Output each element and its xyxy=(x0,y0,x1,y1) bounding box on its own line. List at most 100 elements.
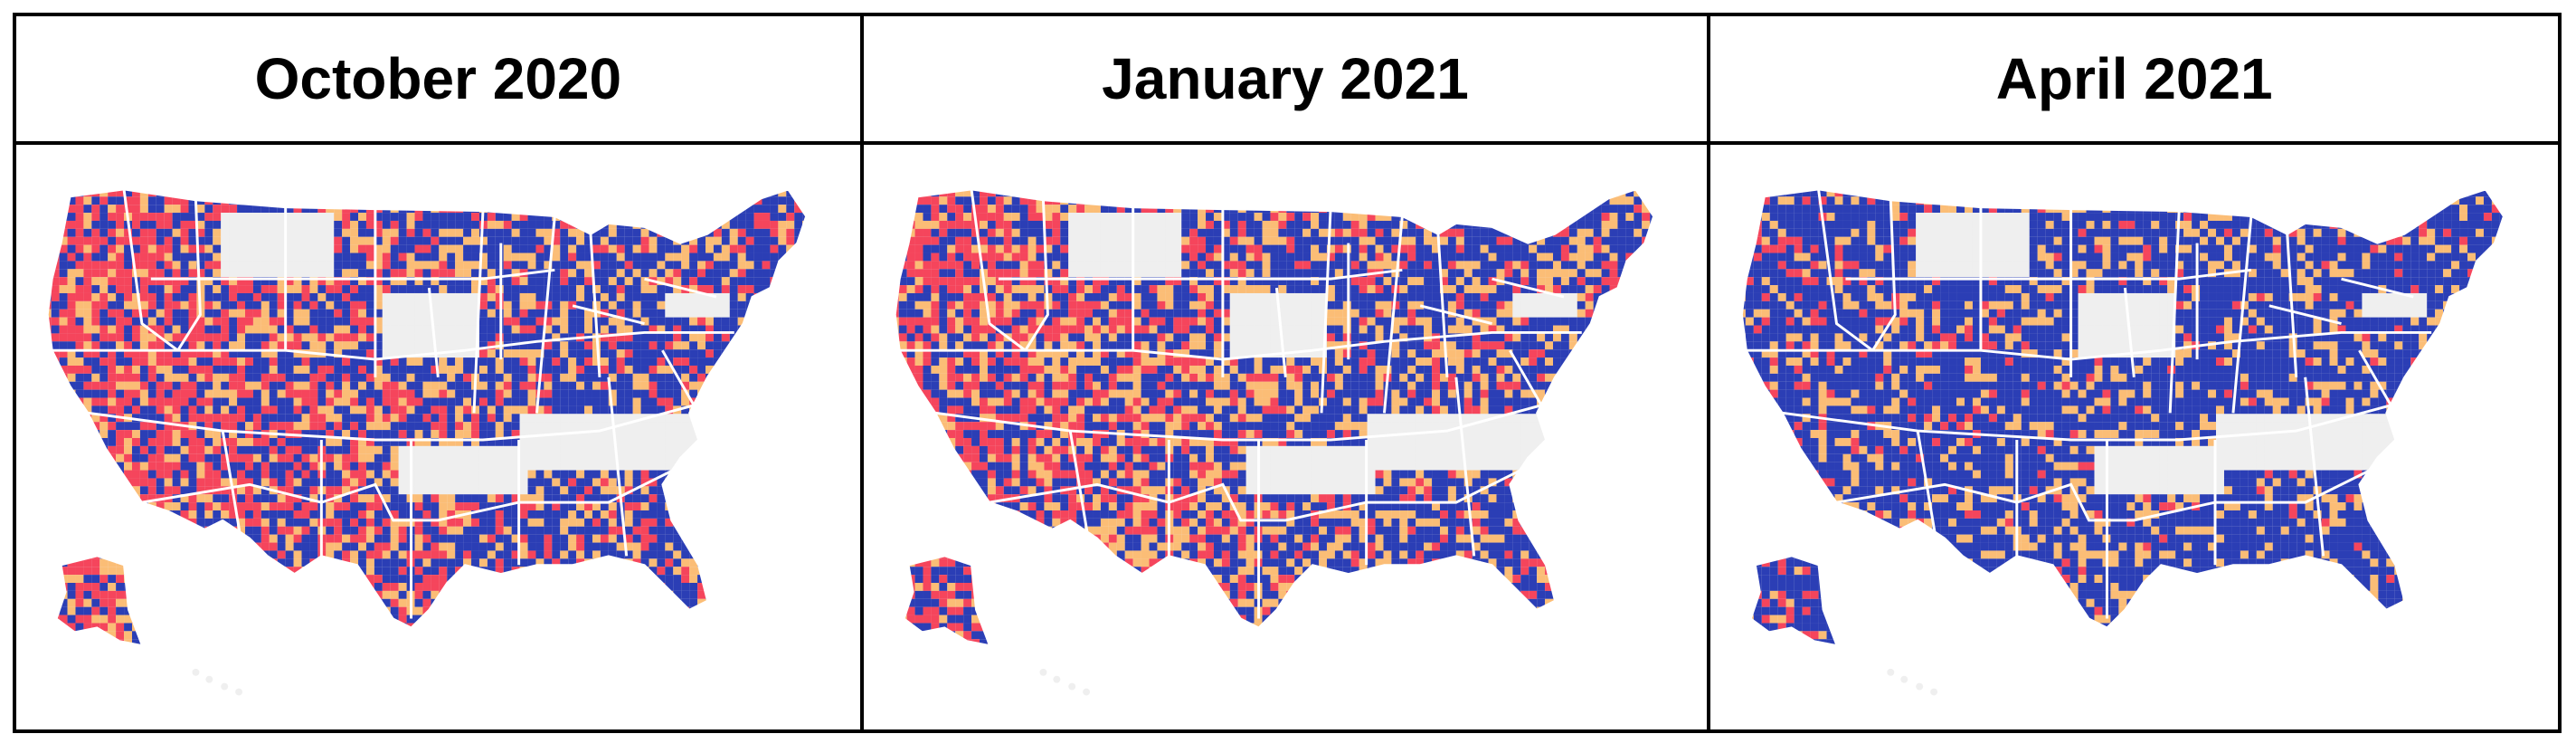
county-cell xyxy=(213,300,222,310)
county-cell xyxy=(713,373,722,382)
county-cell xyxy=(681,317,690,326)
county-cell xyxy=(172,453,181,462)
county-cell xyxy=(568,244,577,253)
county-cell xyxy=(560,261,569,270)
county-cell xyxy=(721,422,730,431)
county-cell xyxy=(552,253,561,262)
county-cell xyxy=(213,405,222,415)
county-cell xyxy=(269,228,278,237)
county-cell xyxy=(730,181,738,189)
county-cell xyxy=(204,189,213,197)
county-cell xyxy=(632,526,641,535)
county-cell xyxy=(673,414,682,423)
county-cell xyxy=(342,486,351,495)
county-cell xyxy=(439,510,448,519)
county-cell xyxy=(164,381,173,390)
county-cell xyxy=(124,494,132,503)
county-cell xyxy=(398,213,407,221)
county-cell xyxy=(447,349,456,358)
county-cell xyxy=(326,269,335,278)
county-cell xyxy=(422,357,431,366)
county-cell xyxy=(657,502,666,510)
county-cell xyxy=(124,422,132,431)
county-cell xyxy=(778,181,786,189)
county-cell xyxy=(463,181,471,189)
county-cell xyxy=(124,253,132,262)
county-cell xyxy=(342,430,351,438)
county-cell xyxy=(544,583,553,591)
county-cell xyxy=(91,269,100,278)
county-cell xyxy=(576,462,585,471)
county-cell xyxy=(802,244,807,253)
county-cell xyxy=(382,325,391,334)
county-cell xyxy=(689,205,698,214)
county-cell xyxy=(108,333,117,342)
county-cell xyxy=(47,213,52,221)
county-cell xyxy=(649,567,658,576)
county-cell xyxy=(196,397,205,406)
county-cell xyxy=(673,365,682,374)
county-cell xyxy=(172,349,181,358)
county-cell xyxy=(471,189,479,197)
county-cell xyxy=(729,357,738,366)
county-cell xyxy=(535,228,545,237)
county-cell xyxy=(342,244,351,253)
county-cell xyxy=(406,277,415,286)
county-cell xyxy=(640,462,649,471)
county-cell xyxy=(260,453,270,462)
county-cell xyxy=(794,300,803,310)
county-cell xyxy=(309,397,318,406)
county-cell xyxy=(592,365,601,374)
county-cell xyxy=(293,236,302,245)
county-cell xyxy=(576,196,585,205)
county-cell xyxy=(447,470,456,479)
county-cell xyxy=(164,292,173,301)
county-cell xyxy=(511,470,520,479)
county-cell xyxy=(108,205,117,214)
county-cell xyxy=(213,213,222,221)
county-cell xyxy=(139,269,148,278)
county-cell xyxy=(503,494,512,503)
county-cell xyxy=(237,445,246,454)
county-cell xyxy=(608,309,617,318)
county-cell xyxy=(721,453,730,462)
county-cell xyxy=(786,269,795,278)
county-cell xyxy=(584,277,592,286)
county-cell xyxy=(560,373,569,382)
county-cell xyxy=(414,325,423,334)
county-cell xyxy=(681,269,690,278)
county-cell xyxy=(390,333,399,342)
county-cell xyxy=(753,486,762,495)
county-cell xyxy=(229,325,238,334)
county-cell xyxy=(68,181,76,189)
county-cell xyxy=(495,220,504,229)
county-cell xyxy=(334,181,342,189)
county-cell xyxy=(139,397,148,406)
county-cell xyxy=(277,213,286,221)
county-cell xyxy=(285,349,294,358)
county-cell xyxy=(487,341,496,350)
county-cell xyxy=(681,422,690,431)
county-cell xyxy=(753,550,762,559)
county-cell xyxy=(398,269,407,278)
county-cell xyxy=(221,381,230,390)
county-cell xyxy=(600,365,609,374)
county-cell xyxy=(552,397,561,406)
county-cell xyxy=(99,261,109,270)
county-cell xyxy=(390,558,399,567)
county-cell xyxy=(778,470,787,479)
county-cell xyxy=(706,220,714,229)
county-cell xyxy=(350,261,359,270)
county-cell xyxy=(576,389,585,398)
county-cell xyxy=(83,542,92,551)
county-cell xyxy=(172,236,181,245)
county-cell xyxy=(342,196,351,205)
county-cell xyxy=(317,422,327,431)
county-cell xyxy=(260,253,270,262)
county-cell xyxy=(576,405,585,415)
county-cell xyxy=(213,341,222,350)
county-cell xyxy=(180,220,189,229)
county-cell xyxy=(721,228,730,237)
county-cell xyxy=(471,325,479,334)
county-cell xyxy=(260,228,270,237)
